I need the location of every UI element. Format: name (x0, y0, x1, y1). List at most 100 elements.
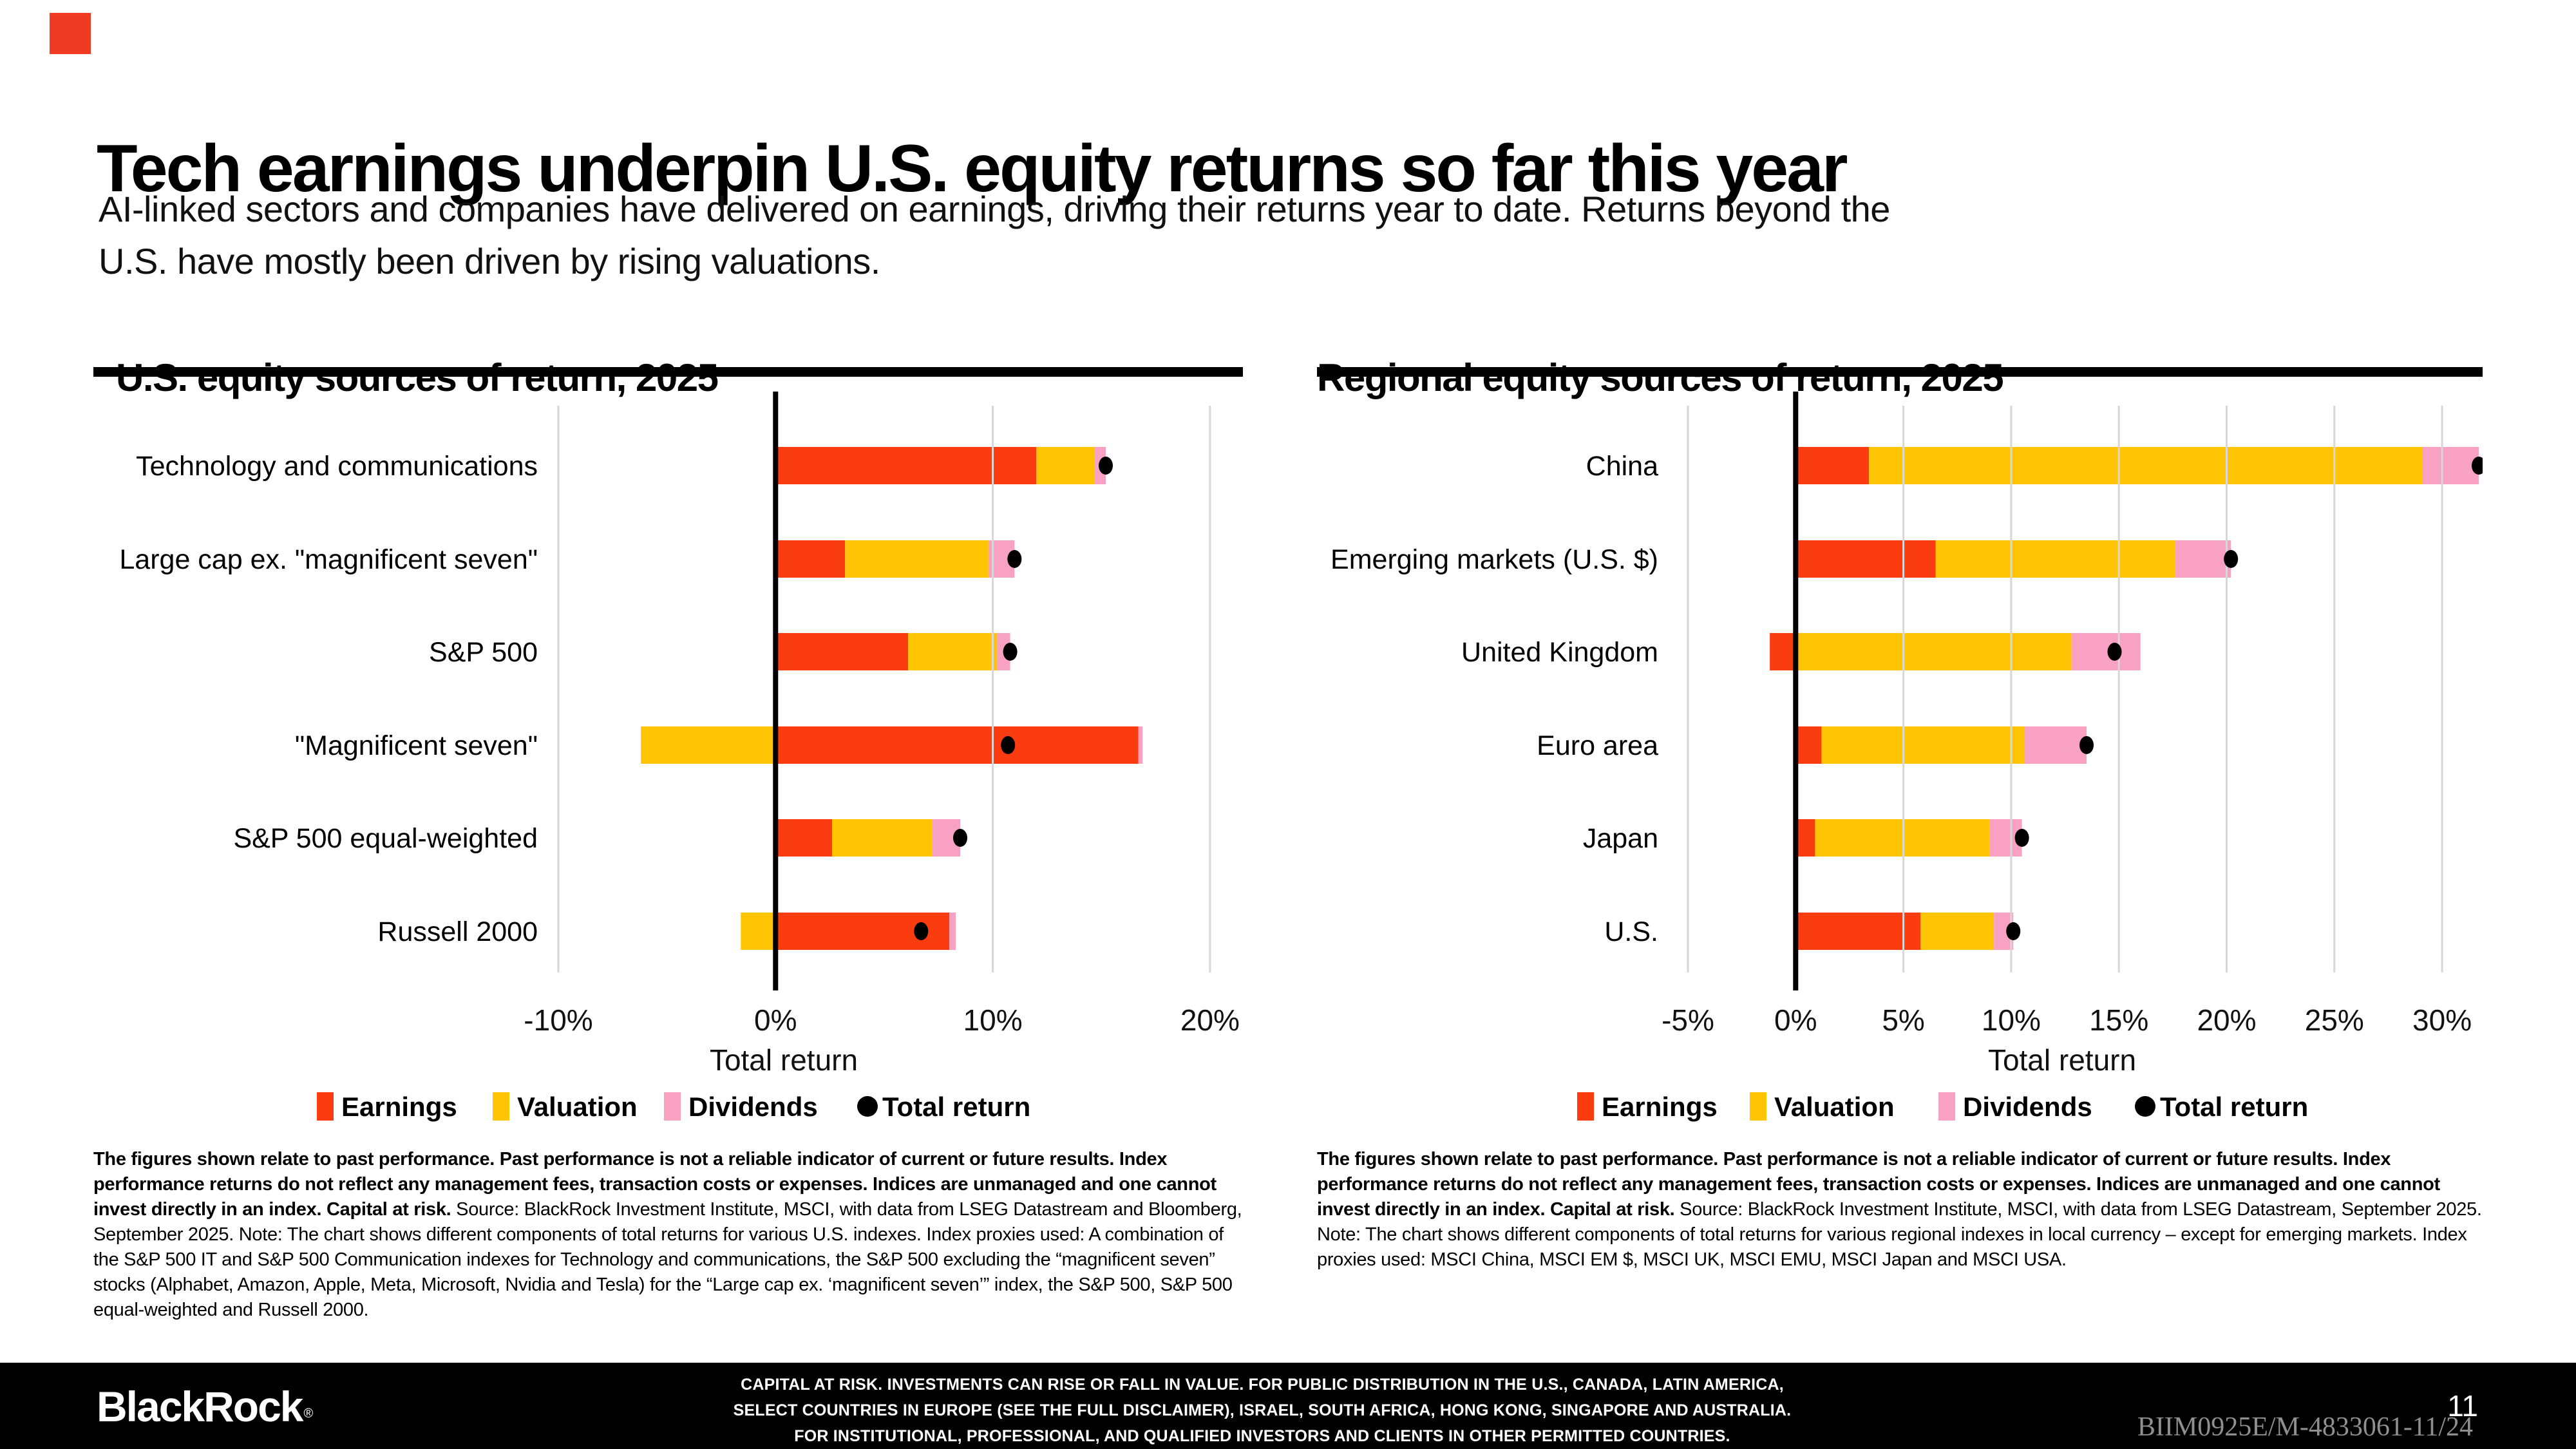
x-tick-label: 10% (1982, 1003, 2041, 1037)
total-return-dot (2107, 643, 2122, 661)
page-number: 11 (2447, 1389, 2478, 1423)
x-tick-label: 10% (963, 1003, 1023, 1037)
bar-segment-valuation (845, 540, 989, 578)
legend-label-dividends: Dividends (1963, 1092, 2092, 1122)
total-return-dot (914, 922, 929, 940)
bar-segment-dividends (949, 913, 956, 950)
footer-disclaimer: CAPITAL AT RISK. INVESTMENTS CAN RISE OR… (554, 1372, 1971, 1449)
document-code: BIIM0925E/M-4833061-11/24 (2137, 1412, 2473, 1442)
legend-swatch-valuation (493, 1092, 509, 1121)
page-subtitle-line-1: AI-linked sectors and companies have del… (99, 189, 1890, 229)
category-label: Euro area (1537, 730, 1658, 761)
bar-segment-dividends (2071, 633, 2141, 670)
x-tick-label: 20% (2197, 1003, 2256, 1037)
bar-segment-earnings (1795, 913, 1921, 950)
bar-segment-dividends (1138, 726, 1143, 764)
category-label: U.S. (1604, 916, 1658, 947)
footnote-regional: The figures shown relate to past perform… (1317, 1147, 2496, 1273)
x-tick-label: 25% (2305, 1003, 2364, 1037)
chart-title-underline (93, 367, 1243, 377)
footer-bar (0, 1363, 2576, 1449)
bar-segment-valuation (641, 726, 776, 764)
legend-label-dividends: Dividends (688, 1092, 818, 1122)
bar-segment-valuation (1795, 633, 2072, 670)
x-tick-label: -5% (1662, 1003, 1714, 1037)
footnote-regional-bold: The figures shown relate to past perform… (1317, 1149, 2440, 1220)
bar-segment-valuation (1869, 447, 2423, 484)
category-label: S&P 500 equal-weighted (233, 823, 538, 854)
total-return-dot (2224, 550, 2239, 568)
bar-segment-earnings (1795, 819, 1815, 857)
bar-segment-valuation (1821, 726, 2024, 764)
legend-label-total-return: Total return (2160, 1092, 2308, 1122)
category-label: United Kingdom (1461, 637, 1658, 668)
total-return-dot (2079, 736, 2094, 754)
bar-segment-earnings (775, 633, 909, 670)
total-return-dot (1001, 736, 1016, 754)
page-subtitle: AI-linked sectors and companies have del… (99, 183, 2520, 287)
legend-label-valuation: Valuation (1774, 1092, 1895, 1122)
page-subtitle-line-2: U.S. have mostly been driven by rising v… (99, 241, 880, 281)
total-return-dot (1003, 643, 1018, 661)
category-label: Japan (1583, 823, 1658, 854)
x-axis-title: Total return (710, 1043, 858, 1077)
chart-title-underline (1317, 367, 2483, 377)
category-label: Technology and communications (136, 451, 538, 482)
footnote-us: The figures shown relate to past perform… (93, 1147, 1253, 1323)
bar-segment-earnings (1795, 540, 1936, 578)
legend-swatch-dividends (664, 1092, 681, 1121)
bar-segment-earnings (1795, 726, 1822, 764)
chart-title-regional: Regional equity sources of return, 2025 (1317, 355, 2004, 399)
blackrock-logo: BlackRock ® (97, 1382, 314, 1431)
x-axis-title: Total return (1988, 1043, 2136, 1077)
category-label: Russell 2000 (377, 916, 538, 947)
footnote-us-bold: The figures shown relate to past perform… (93, 1149, 1217, 1220)
footer-disclaimer-line-2: SELECT COUNTRIES IN EUROPE (SEE THE FULL… (733, 1401, 1792, 1419)
bar-segment-earnings (775, 447, 1037, 484)
bar-segment-valuation (741, 913, 776, 950)
registered-mark-icon: ® (303, 1406, 314, 1421)
chart-title-us: U.S. equity sources of return, 2025 (116, 355, 719, 399)
total-return-dot (2014, 829, 2029, 847)
legend-swatch-valuation (1750, 1092, 1766, 1121)
total-return-dot (1007, 550, 1022, 568)
bar-segment-earnings (775, 540, 846, 578)
bar-segment-earnings (775, 726, 1139, 764)
category-label: Emerging markets (U.S. $) (1331, 544, 1658, 575)
bar-segment-dividends (2422, 447, 2479, 484)
bar-segment-valuation (1815, 819, 1990, 857)
legend-swatch-earnings (1577, 1092, 1594, 1121)
legend-label-total-return: Total return (882, 1092, 1030, 1122)
bar-segment-valuation (1036, 447, 1095, 484)
legend-label-earnings: Earnings (1602, 1092, 1718, 1122)
legend-swatch-earnings (317, 1092, 334, 1121)
bar-segment-earnings (775, 819, 832, 857)
footer-disclaimer-line-1: CAPITAL AT RISK. INVESTMENTS CAN RISE OR… (741, 1376, 1784, 1394)
bar-segment-valuation (1920, 913, 1994, 950)
legend-swatch-dividends (1938, 1092, 1955, 1121)
us-equity-bar-chart: Technology and communications Large cap e… (119, 392, 1240, 1122)
category-label: "Magnificent seven" (295, 730, 538, 761)
bar-segment-valuation (1935, 540, 2175, 578)
bar-segment-valuation (831, 819, 933, 857)
total-return-dot (1098, 457, 1113, 475)
legend-label-valuation: Valuation (517, 1092, 638, 1122)
total-return-dot (953, 829, 968, 847)
page-title: Tech earnings underpin U.S. equity retur… (97, 131, 1848, 206)
x-tick-label: 30% (2412, 1003, 2472, 1037)
legend-dot-total-return (857, 1096, 878, 1117)
blackrock-logo-text: BlackRock (97, 1383, 304, 1430)
total-return-dot (2471, 457, 2483, 475)
x-tick-label: -10% (524, 1003, 592, 1037)
category-label: China (1586, 451, 1658, 482)
total-return-dot (2006, 922, 2021, 940)
footer-disclaimer-line-3: FOR INSTITUTIONAL, PROFESSIONAL, AND QUA… (794, 1427, 1730, 1445)
bar-segment-earnings (1795, 447, 1870, 484)
bar-segment-dividends (2175, 540, 2231, 578)
legend-dot-total-return (2135, 1096, 2155, 1117)
footnote-regional-source: Source: BlackRock Investment Institute, … (1317, 1199, 2482, 1270)
x-tick-label: 15% (2089, 1003, 2148, 1037)
x-tick-label: 5% (1882, 1003, 1924, 1037)
x-tick-label: 0% (754, 1003, 797, 1037)
